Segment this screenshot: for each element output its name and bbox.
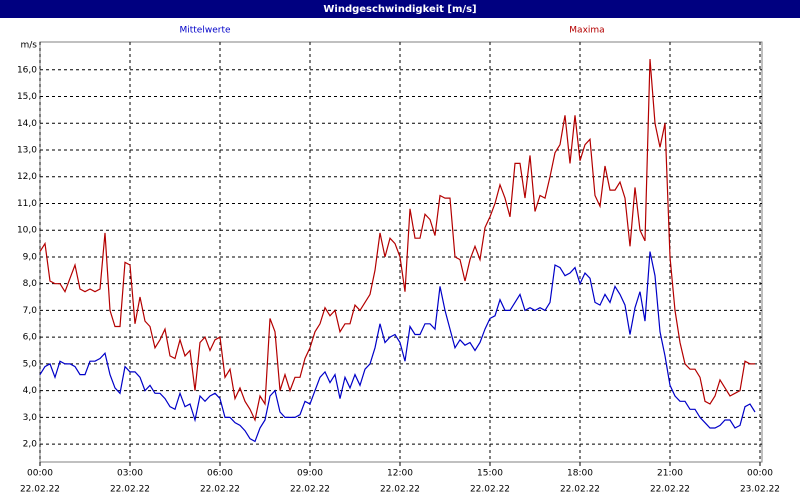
y-tick-label: 9,0 <box>23 252 38 262</box>
plot-area <box>39 41 763 463</box>
legend-label: Mittelwerte <box>179 26 230 36</box>
x-tick-label: 15:00 <box>477 469 503 479</box>
y-tick-label: 16,0 <box>17 65 37 75</box>
y-tick-label: 8,0 <box>23 279 38 289</box>
y-tick-label: 5,0 <box>23 359 38 369</box>
y-tick-label: 6,0 <box>23 333 38 343</box>
chart-title: Windgeschwindigkeit [m/s] <box>323 4 476 15</box>
y-tick-label: 3,0 <box>23 413 38 423</box>
x-tick-label: 12:00 <box>387 469 413 479</box>
x-tick-date: 22.02.22 <box>200 485 240 495</box>
x-tick-date: 22.02.22 <box>650 485 690 495</box>
x-tick-label: 06:00 <box>207 469 233 479</box>
legend-label: Maxima <box>569 26 604 36</box>
y-tick-label: 14,0 <box>17 119 37 129</box>
y-tick-label: 10,0 <box>17 226 37 236</box>
y-tick-label: 2,0 <box>23 440 38 450</box>
data-line <box>39 59 755 422</box>
x-tick-label: 21:00 <box>657 469 683 479</box>
x-tick-date: 22.02.22 <box>560 485 600 495</box>
y-axis-label: m/s <box>21 41 38 51</box>
x-tick-date: 22.02.22 <box>20 485 60 495</box>
x-tick-date: 22.02.22 <box>290 485 330 495</box>
x-tick-label: 18:00 <box>567 469 593 479</box>
x-tick-date: 22.02.22 <box>380 485 420 495</box>
y-tick-label: 13,0 <box>17 146 37 156</box>
x-tick-label: 00:00 <box>27 469 53 479</box>
y-tick-label: 4,0 <box>23 386 38 396</box>
data-line <box>39 251 756 443</box>
y-tick-label: 11,0 <box>17 199 37 209</box>
x-tick-date: 22.02.22 <box>470 485 510 495</box>
x-tick-date: 23.02.22 <box>740 485 780 495</box>
title-bar <box>0 0 800 18</box>
x-tick-date: 22.02.22 <box>110 485 150 495</box>
y-tick-label: 15,0 <box>17 92 37 102</box>
x-tick-label: 00:00 <box>747 469 773 479</box>
x-tick-label: 09:00 <box>297 469 323 479</box>
x-tick-label: 03:00 <box>117 469 143 479</box>
y-tick-label: 12,0 <box>17 172 37 182</box>
y-tick-label: 7,0 <box>23 306 38 316</box>
